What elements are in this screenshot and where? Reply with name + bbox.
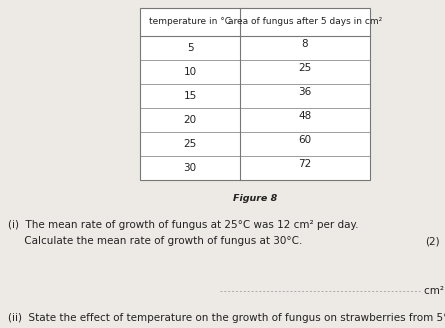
Text: (ii)  State the effect of temperature on the growth of fungus on strawberries fr: (ii) State the effect of temperature on …	[8, 313, 445, 323]
Text: 36: 36	[299, 87, 312, 97]
Text: 25: 25	[183, 139, 197, 149]
Text: 30: 30	[183, 163, 197, 173]
Text: 10: 10	[183, 67, 197, 77]
Text: 5: 5	[187, 43, 193, 53]
Text: 20: 20	[183, 115, 197, 125]
Text: (i)  The mean rate of growth of fungus at 25°C was 12 cm² per day.: (i) The mean rate of growth of fungus at…	[8, 220, 359, 230]
Text: 25: 25	[299, 63, 312, 73]
Text: Calculate the mean rate of growth of fungus at 30°C.: Calculate the mean rate of growth of fun…	[8, 236, 302, 246]
Text: area of fungus after 5 days in cm²: area of fungus after 5 days in cm²	[228, 17, 382, 27]
Text: 72: 72	[299, 159, 312, 169]
Bar	[140, 8, 370, 180]
Text: 15: 15	[183, 91, 197, 101]
Text: 8: 8	[302, 39, 308, 49]
Text: Figure 8: Figure 8	[233, 194, 277, 203]
Text: 60: 60	[299, 135, 312, 145]
Text: (2): (2)	[425, 236, 440, 246]
Text: cm² per day: cm² per day	[424, 286, 445, 296]
Text: 48: 48	[299, 111, 312, 121]
Text: temperature in °C: temperature in °C	[149, 17, 231, 27]
